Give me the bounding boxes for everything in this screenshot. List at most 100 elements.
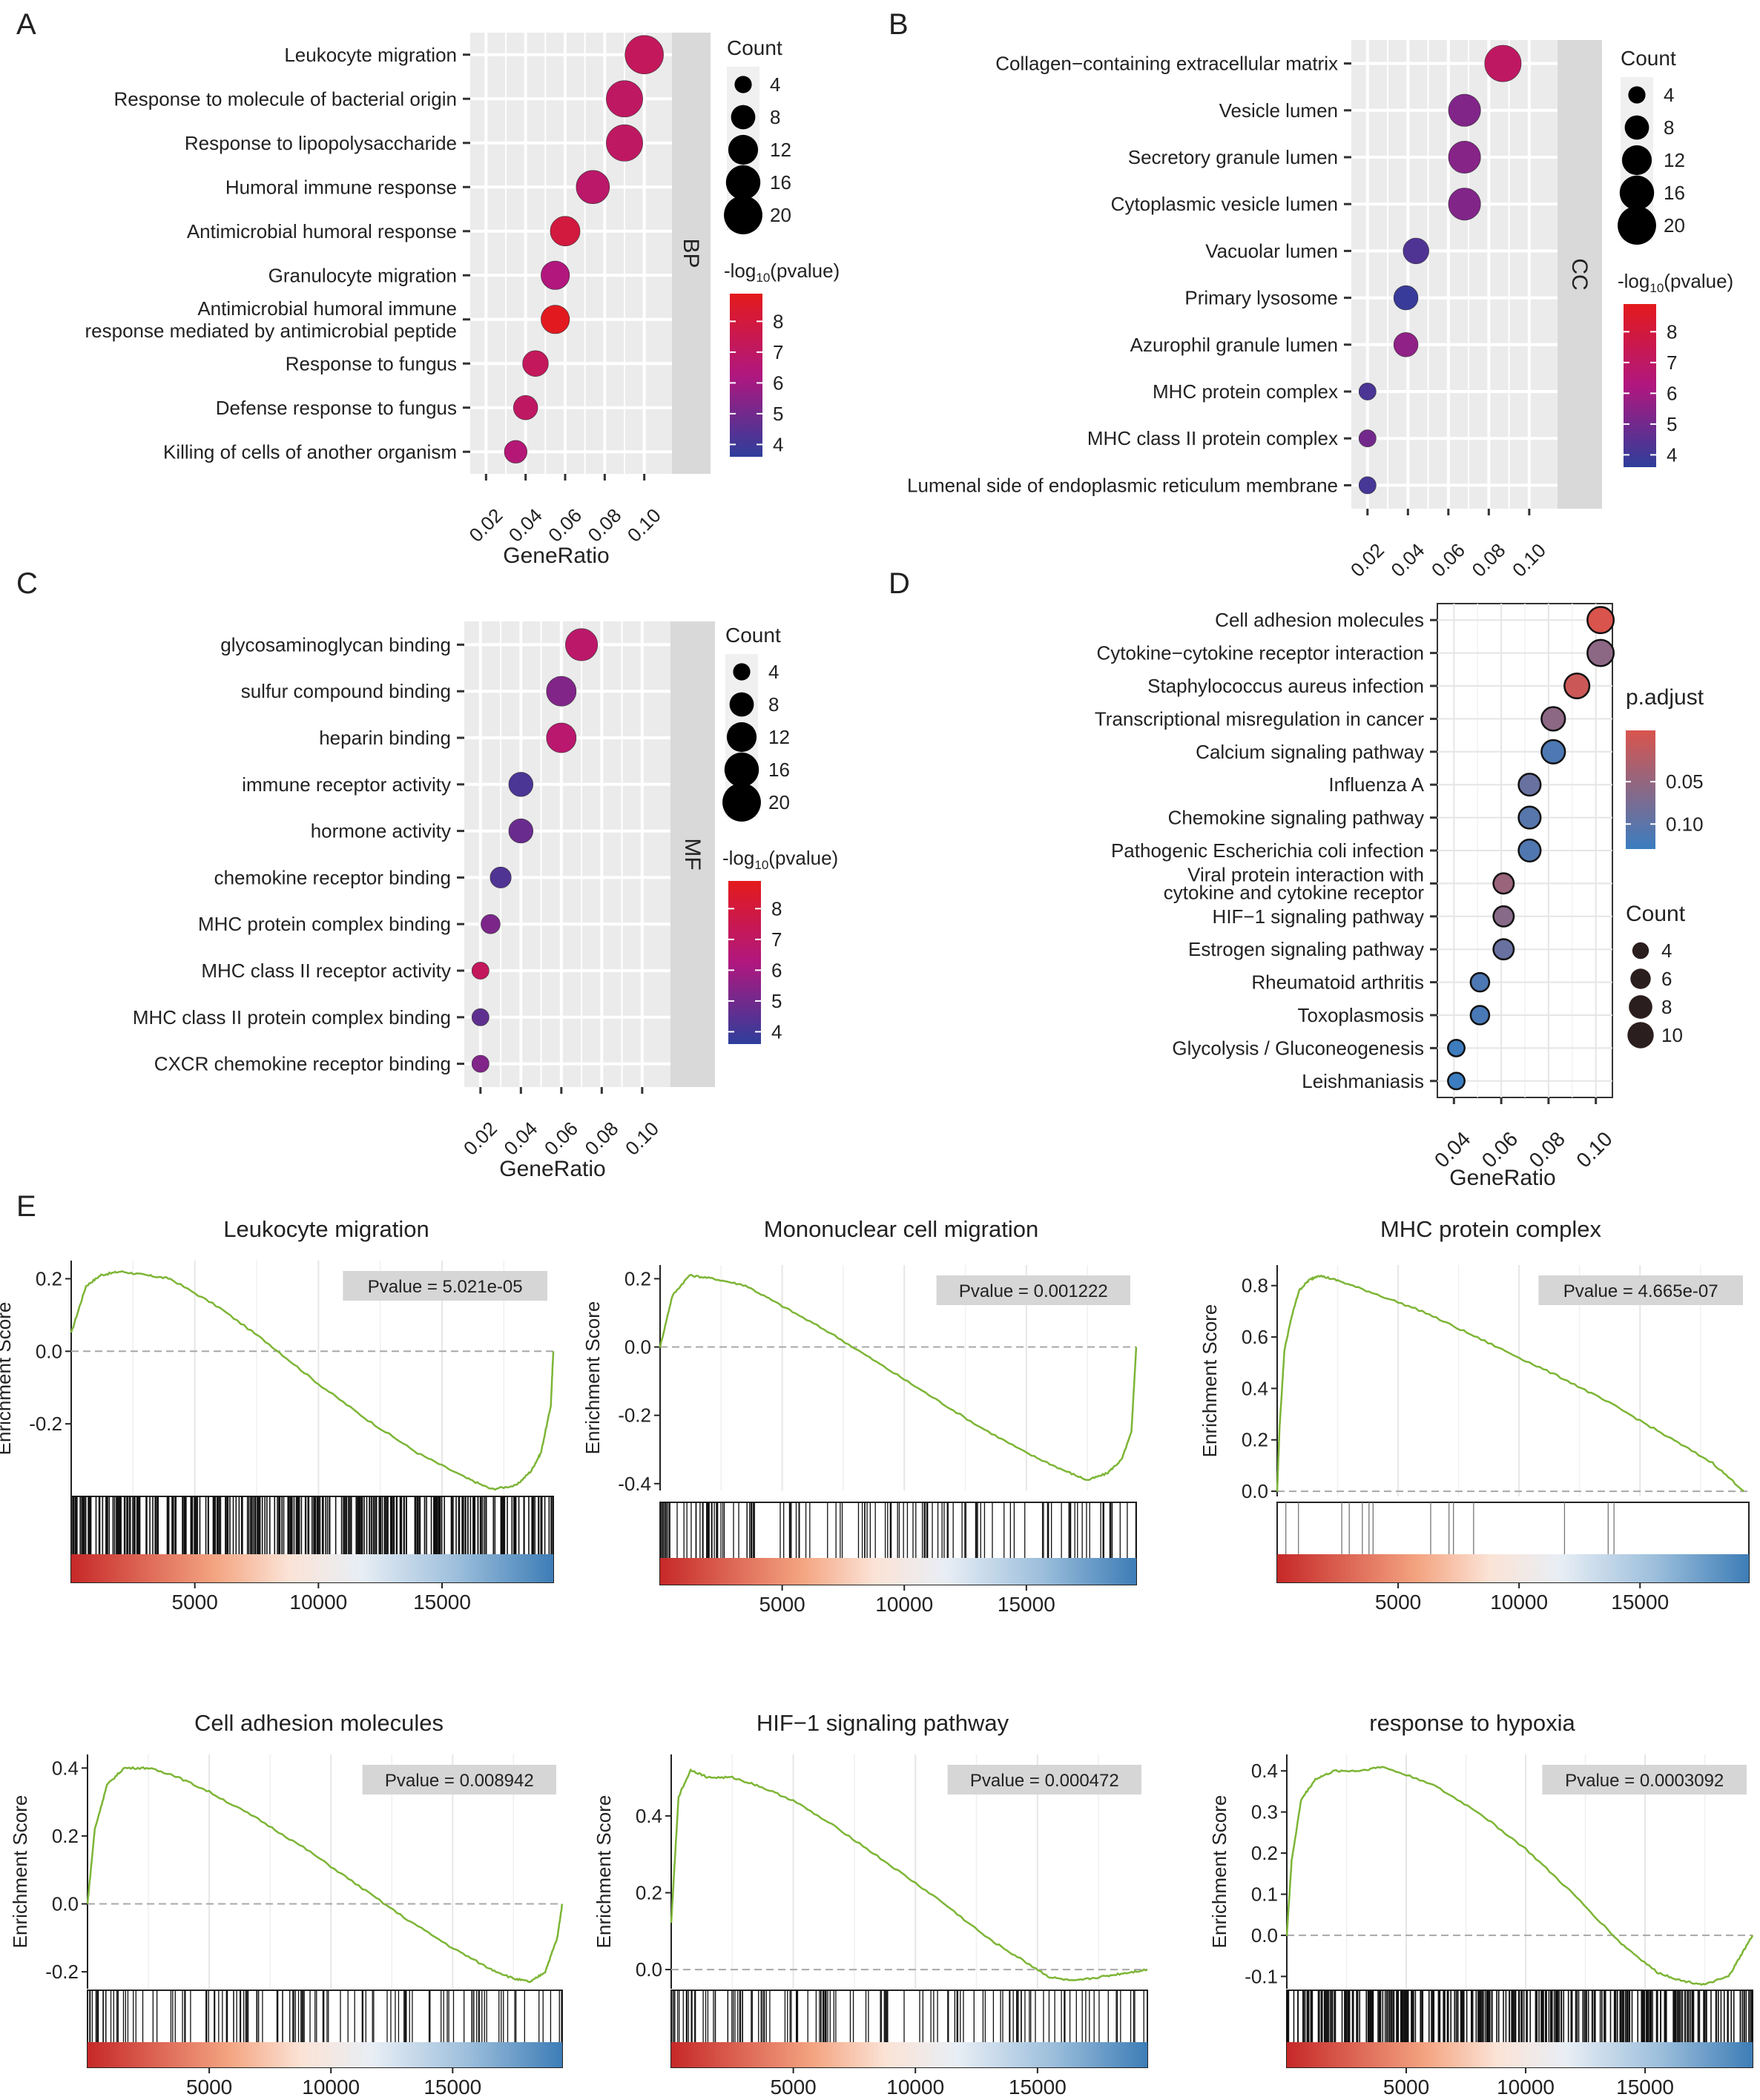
term-dot [512, 395, 538, 420]
pvalue-box [947, 1765, 1141, 1794]
term-dot [471, 962, 490, 980]
y-axis-title: Enrichment Score [593, 1795, 615, 1949]
term-dot [522, 350, 549, 377]
enrichment-score-line [86, 1766, 564, 1984]
term-label: Leishmaniasis [1302, 1070, 1424, 1092]
color-legend-title: -log10(pvalue) [1618, 270, 1733, 295]
term-dot [1448, 188, 1481, 221]
size-legend-label: 4 [1664, 84, 1674, 106]
term-dot [1448, 93, 1481, 127]
term-dot [1517, 838, 1542, 863]
term-label: Rheumatoid arthritis [1251, 971, 1424, 994]
size-legend-label: 8 [768, 693, 779, 716]
y-tick-label: 0.4 [52, 1757, 79, 1779]
term-dot [1517, 805, 1542, 830]
term-dot [1540, 706, 1566, 732]
size-legend-label: 8 [1664, 116, 1674, 139]
rank-metric-bar [71, 1554, 553, 1582]
y-tick-label: 0.0 [1251, 1924, 1278, 1947]
color-legend-label: 4 [1667, 443, 1677, 466]
panel-e5-gsea: HIF−1 signaling pathway 0.0 0.2 0.4 Enrichme… [593, 1710, 1148, 2099]
size-legend-label: 12 [1664, 149, 1685, 171]
term-label: hormone activity [311, 820, 451, 842]
term-label: CXCR chemokine receptor binding [154, 1053, 451, 1075]
term-dot [1540, 739, 1566, 765]
enrichment-score-line [1276, 1274, 1745, 1493]
y-tick-label: 0.2 [1251, 1842, 1278, 1864]
x-tick-label: 0.04 [504, 504, 547, 547]
y-tick-label: 0.4 [1251, 1760, 1278, 1782]
y-tick-label: -0.2 [45, 1961, 79, 1983]
size-legend-label: 12 [768, 726, 790, 748]
term-label: Response to molecule of bacterial origin [114, 88, 457, 110]
panel-e6-gsea: response to hypoxia -0.1 0.0 0.1 0.2 0.3 0.4 En… [1208, 1710, 1754, 2099]
y-axis-title: Enrichment Score [9, 1795, 31, 1949]
panel-a-dotplot: BP 0.020.040.060.080.10 GeneRatio Leukocyte… [85, 33, 840, 568]
panel-letter-c: C [16, 567, 38, 600]
x-tick-label: 0.06 [540, 1117, 582, 1160]
x-tick-label: 15000 [1611, 1591, 1669, 1614]
term-dot [1403, 237, 1429, 265]
term-dot [508, 818, 534, 844]
term-dot [471, 1008, 490, 1026]
size-legend-label: 16 [770, 171, 791, 194]
term-label: glycosaminoglycan binding [220, 633, 451, 656]
term-label: MHC protein complex binding [198, 913, 451, 935]
x-tick-label: 5000 [759, 1593, 805, 1616]
y-tick-label: 0.6 [1242, 1326, 1268, 1348]
color-legend-label: 5 [1667, 413, 1677, 435]
term-label: Staphylococcus aureus infection [1147, 675, 1424, 697]
term-label: Vacuolar lumen [1205, 240, 1338, 262]
color-legend-title: -log10(pvalue) [722, 847, 838, 872]
term-label: Humoral immune response [225, 176, 457, 198]
term-label: Vesicle lumen [1219, 99, 1338, 122]
y-tick-label: -0.1 [1245, 1965, 1278, 1987]
pvalue-label: Pvalue = 0.000472 [970, 1771, 1119, 1791]
y-axis-title: Enrichment Score [1208, 1795, 1230, 1949]
size-legend-dot [731, 105, 756, 130]
term-label: immune receptor activity [242, 773, 451, 796]
term-label: MHC protein complex [1153, 380, 1338, 403]
size-legend-dot [1618, 206, 1656, 245]
y-tick-label: 0.2 [624, 1267, 651, 1290]
x-tick-label: 15000 [423, 2076, 481, 2099]
term-label: Response to lipopolysaccharide [185, 132, 457, 154]
x-tick-label: 5000 [172, 1591, 218, 1614]
size-legend-label: 20 [1664, 214, 1685, 237]
term-dot [508, 772, 534, 797]
term-dot [1492, 938, 1515, 961]
y-tick-label: 0.2 [36, 1267, 62, 1290]
color-legend-label: 4 [771, 1020, 782, 1043]
rank-metric-bar [660, 1558, 1136, 1585]
term-dot [1492, 872, 1515, 895]
term-label: Estrogen signaling pathway [1188, 938, 1424, 960]
term-dot [546, 722, 577, 753]
y-tick-label: 0.2 [636, 1881, 662, 1903]
size-legend-dot [1628, 86, 1646, 104]
color-legend-title: -log10(pvalue) [724, 260, 840, 285]
term-label: MHC class II protein complex [1087, 427, 1338, 449]
panel-e4-gsea: Cell adhesion molecules -0.2 0.0 0.2 0.4 Enri… [9, 1710, 564, 2099]
color-legend-label: 5 [773, 403, 783, 425]
term-dot [1393, 285, 1419, 311]
size-legend-label: 4 [770, 73, 780, 96]
size-legend-dot [1627, 1022, 1654, 1049]
pvalue-box [343, 1271, 547, 1301]
term-dot [1586, 606, 1615, 635]
rank-metric-bar [1277, 1554, 1749, 1582]
x-tick-label: 0.04 [1386, 539, 1428, 581]
enrichment-score-line [1285, 1766, 1754, 1987]
facet-strip-label: BP [679, 238, 703, 268]
size-legend-dot [734, 76, 752, 93]
term-dot [1447, 1072, 1466, 1091]
rank-metric-bar [671, 2042, 1147, 2067]
term-dot [1492, 905, 1515, 928]
size-legend-dot [733, 663, 751, 681]
size-legend-dot [1632, 942, 1649, 960]
size-legend-label: 20 [770, 204, 791, 226]
size-legend-label: 16 [1664, 182, 1685, 204]
color-legend-label: 8 [1667, 320, 1677, 343]
pvalue-label: Pvalue = 0.0003092 [1565, 1771, 1724, 1791]
size-legend-label: 10 [1661, 1024, 1683, 1046]
